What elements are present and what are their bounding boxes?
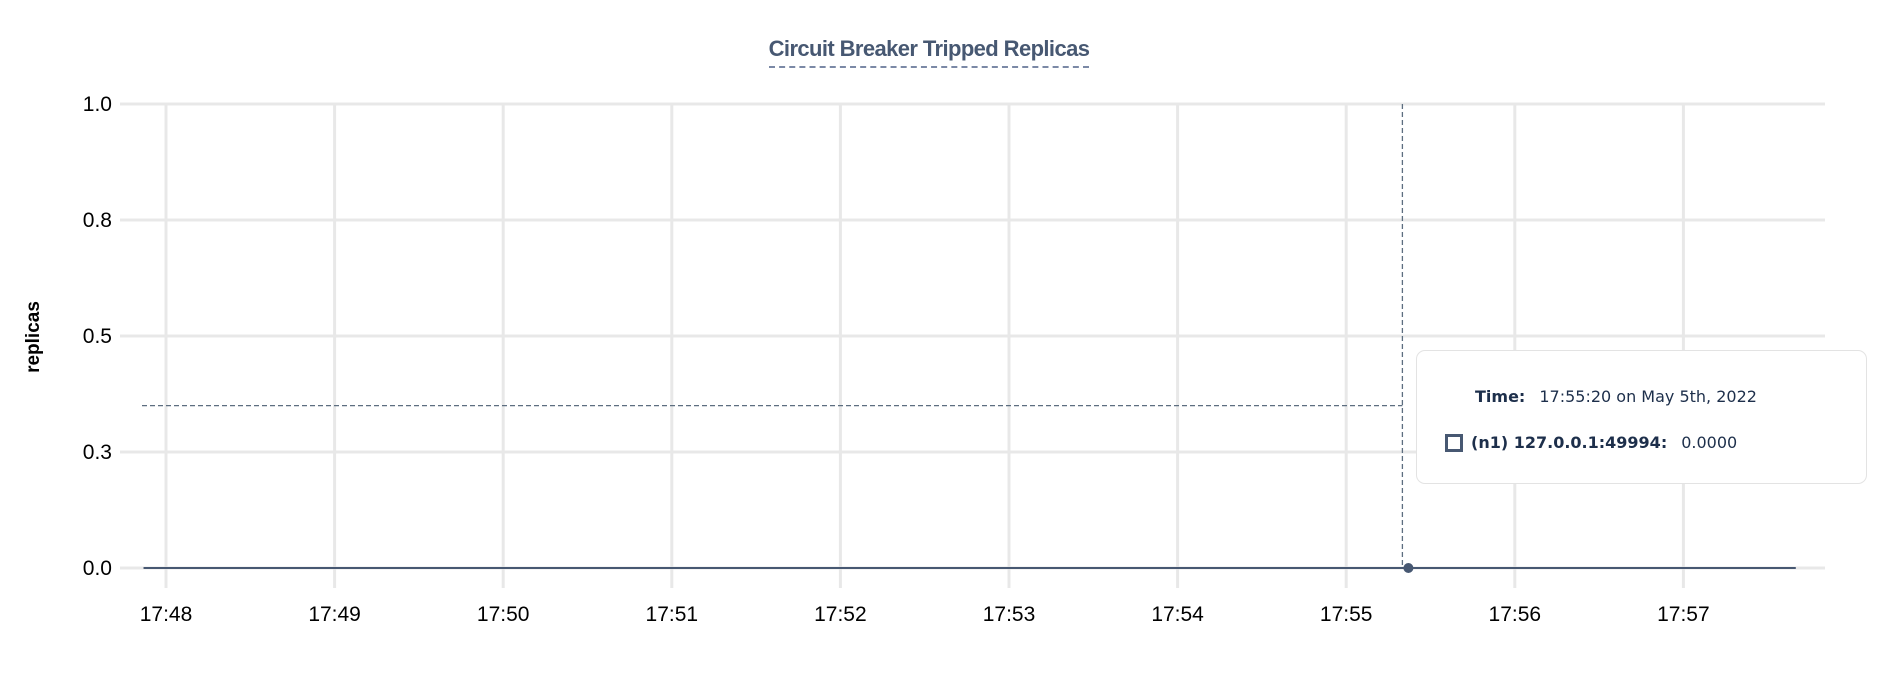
x-tick-label: 17:50: [477, 603, 530, 626]
x-tick-label: 17:54: [1151, 603, 1204, 626]
series-swatch-icon: [1445, 433, 1463, 452]
x-tick-label: 17:56: [1489, 603, 1542, 626]
tooltip-time-value: 17:55:20 on May 5th, 2022: [1539, 387, 1757, 406]
chart-title[interactable]: Circuit Breaker Tripped Replicas: [768, 36, 1090, 68]
x-tick-label: 17:53: [983, 603, 1036, 626]
hover-point: [1403, 563, 1414, 573]
tooltip-series-value: 0.0000: [1681, 433, 1738, 452]
x-tick-label: 17:48: [140, 603, 193, 626]
y-tick-label: 0.8: [83, 209, 112, 232]
y-tick-label: 0.0: [83, 557, 112, 580]
y-tick-label: 0.3: [83, 441, 112, 464]
x-tick-label: 17:51: [646, 603, 699, 626]
y-tick-label: 0.5: [83, 325, 112, 348]
hover-tooltip: Time: 17:55:20 on May 5th, 2022 (n1) 127.…: [1416, 350, 1867, 484]
x-tick-label: 17:55: [1320, 603, 1373, 626]
y-axis-label: replicas: [23, 301, 44, 373]
chart-title-wrap: Circuit Breaker Tripped Replicas: [0, 36, 1858, 68]
y-tick-label: 1.0: [83, 93, 112, 116]
x-tick-label: 17:52: [814, 603, 867, 626]
tooltip-series-label: (n1) 127.0.0.1:49994:: [1471, 433, 1668, 452]
tooltip-series-row: (n1) 127.0.0.1:49994: 0.0000: [1445, 433, 1737, 452]
tooltip-time: Time: 17:55:20 on May 5th, 2022: [1475, 387, 1757, 406]
x-tick-label: 17:57: [1657, 603, 1710, 626]
tooltip-time-label: Time:: [1475, 387, 1526, 406]
x-tick-label: 17:49: [308, 603, 361, 626]
